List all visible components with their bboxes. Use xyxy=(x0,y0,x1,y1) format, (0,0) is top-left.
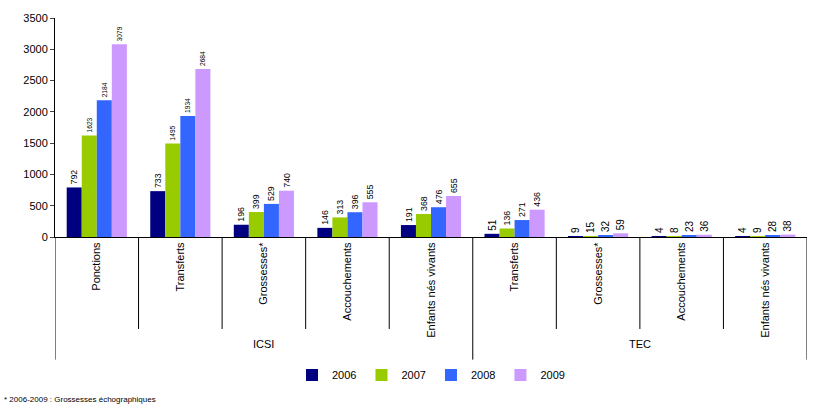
svg-text:1500: 1500 xyxy=(23,137,47,149)
svg-text:32: 32 xyxy=(600,220,611,232)
svg-text:15: 15 xyxy=(585,221,596,233)
svg-text:2009: 2009 xyxy=(540,369,564,381)
svg-text:2000: 2000 xyxy=(23,106,47,118)
svg-text:Grossesses*: Grossesses* xyxy=(592,242,604,305)
svg-text:436: 436 xyxy=(532,192,542,207)
svg-text:555: 555 xyxy=(365,185,375,200)
svg-text:51: 51 xyxy=(487,219,498,231)
svg-text:1623: 1623 xyxy=(86,117,93,132)
svg-text:313: 313 xyxy=(335,200,345,215)
svg-text:4: 4 xyxy=(654,227,665,233)
svg-text:2008: 2008 xyxy=(471,369,495,381)
svg-text:136: 136 xyxy=(502,211,512,226)
svg-text:271: 271 xyxy=(517,202,527,217)
svg-text:8: 8 xyxy=(669,227,680,233)
svg-text:3500: 3500 xyxy=(23,12,47,24)
svg-text:Grossesses*: Grossesses* xyxy=(257,242,269,305)
svg-text:Transferts: Transferts xyxy=(174,242,186,292)
svg-text:529: 529 xyxy=(266,186,276,201)
svg-text:23: 23 xyxy=(684,220,695,232)
svg-text:1934: 1934 xyxy=(184,98,191,113)
svg-text:3000: 3000 xyxy=(23,43,47,55)
svg-text:Enfants nés vivants: Enfants nés vivants xyxy=(425,242,437,338)
svg-text:9: 9 xyxy=(570,227,581,233)
svg-text:396: 396 xyxy=(350,194,360,209)
svg-text:4: 4 xyxy=(737,227,748,233)
svg-text:476: 476 xyxy=(434,189,444,204)
svg-text:2684: 2684 xyxy=(199,51,206,66)
svg-text:2184: 2184 xyxy=(101,82,108,97)
svg-text:38: 38 xyxy=(782,220,793,232)
svg-text:191: 191 xyxy=(404,207,414,222)
svg-text:733: 733 xyxy=(153,173,163,188)
svg-text:9: 9 xyxy=(752,227,763,233)
svg-text:Accouchements: Accouchements xyxy=(341,242,353,321)
svg-text:500: 500 xyxy=(29,200,47,212)
svg-text:1495: 1495 xyxy=(169,125,176,140)
svg-text:196: 196 xyxy=(236,207,246,222)
svg-text:59: 59 xyxy=(615,219,626,231)
svg-text:146: 146 xyxy=(320,210,330,225)
svg-text:TEC: TEC xyxy=(629,338,651,350)
svg-text:Enfants nés vivants: Enfants nés vivants xyxy=(759,242,771,338)
svg-text:740: 740 xyxy=(282,173,292,188)
svg-text:28: 28 xyxy=(767,220,778,232)
svg-text:368: 368 xyxy=(419,196,429,211)
svg-text:Transferts: Transferts xyxy=(508,242,520,292)
svg-text:3079: 3079 xyxy=(116,26,123,41)
svg-text:1000: 1000 xyxy=(23,168,47,180)
svg-text:792: 792 xyxy=(69,170,79,185)
svg-text:Ponctions: Ponctions xyxy=(90,242,102,291)
svg-text:0: 0 xyxy=(42,231,48,243)
svg-text:655: 655 xyxy=(449,178,459,193)
svg-text:Accouchements: Accouchements xyxy=(675,242,687,321)
svg-text:2006: 2006 xyxy=(332,369,356,381)
svg-text:36: 36 xyxy=(699,220,710,232)
svg-text:2007: 2007 xyxy=(401,369,425,381)
svg-text:ICSI: ICSI xyxy=(253,338,274,350)
svg-text:399: 399 xyxy=(251,194,261,209)
svg-text:2500: 2500 xyxy=(23,74,47,86)
svg-text:* 2006-2009 : Grossesses échog: * 2006-2009 : Grossesses échographiques xyxy=(4,395,156,404)
